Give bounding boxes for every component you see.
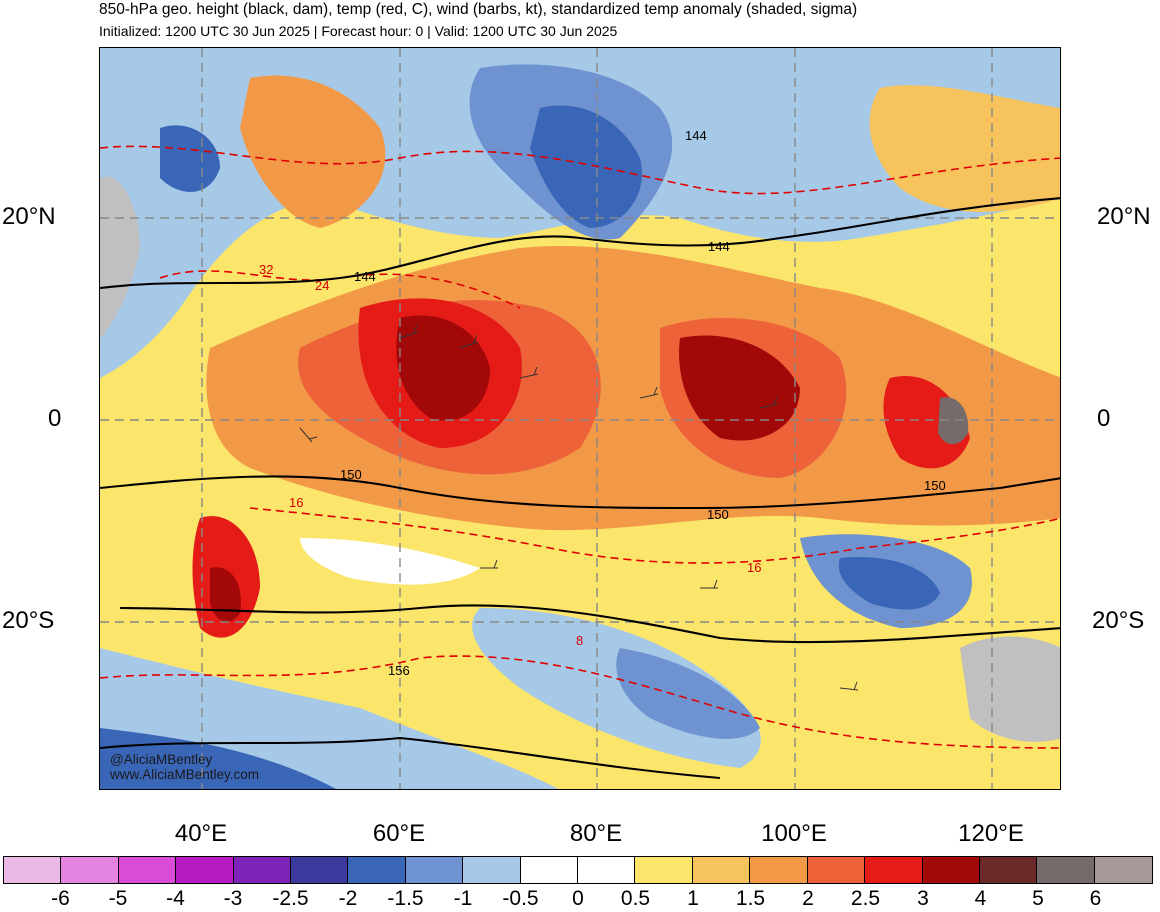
colorbar-swatch [176,857,234,883]
lat-label-20s-left: 20°S [2,607,55,634]
colorbar-swatch [979,857,1038,883]
map-title: 850-hPa geo. height (black, dam), temp (… [99,1,858,18]
lon-label-100e: 100°E [761,820,827,847]
lon-label-60e: 60°E [372,820,426,847]
height-label-5: 150 [707,507,729,522]
height-label-2: 144 [708,239,730,254]
colorbar-swatch [463,857,521,883]
lat-label-20n-right: 20°N [1097,203,1151,230]
colorbar-tick-label: -1 [453,887,473,910]
land-mask-australia [960,636,1060,742]
map-canvas: 144 144 144 150 150 150 156 32 24 16 16 … [100,48,1060,789]
colorbar-swatch [750,857,808,883]
colorbar-swatch [635,857,693,883]
colorbar-tick-label: 0.5 [620,887,651,910]
south-cool-core [616,648,760,739]
colorbar-tick-label: 2 [802,887,814,910]
colorbar-swatch [1094,857,1153,883]
lat-label-eq-right: 0 [1097,405,1111,432]
colorbar-tick-label: -1.5 [387,887,424,910]
colorbar-swatch [520,857,579,883]
colorbar-swatch [291,857,349,883]
colorbar-swatch [233,857,292,883]
lon-label-80e: 80°E [569,820,623,847]
india-cold-core [530,105,642,228]
colorbar-tick-label: 2.5 [850,887,881,910]
arabia-warm-region [240,75,386,228]
colorbar-swatch [4,857,62,883]
map-panel: 144 144 144 150 150 150 156 32 24 16 16 … [99,47,1061,790]
height-contours [100,197,1060,780]
south-cold-east [838,557,940,610]
temp-label-2: 24 [315,278,329,293]
map-subtitle: Initialized: 1200 UTC 30 Jun 2025 | Fore… [99,23,618,39]
colorbar-swatch [922,857,980,883]
bay-of-bengal-core [679,335,800,441]
colorbar-tick-label: 4 [974,887,987,910]
colorbar-swatch [1037,857,1095,883]
height-label-7: 156 [388,663,410,678]
colorbar-swatch [807,857,866,883]
colorbar-tick-label: 5 [1032,887,1044,910]
temp-label-5: 8 [576,633,583,648]
arabian-sea-core [396,315,490,421]
colorbar-swatch [61,857,119,883]
colorbar-tick-label: 3 [917,887,929,910]
colorbar-swatch [405,857,464,883]
wind-barbs [299,324,859,691]
lon-label-120e: 120°E [958,820,1024,847]
lat-label-20s-right: 20°S [1092,607,1145,634]
lat-label-20n-left: 20°N [2,203,56,230]
watermark-handle: @AliciaMBentley [110,752,213,767]
colorbar-tick-label: 1.5 [735,887,766,910]
temp-label-3: 16 [289,495,303,510]
height-label-6: 150 [924,478,946,493]
colorbar-tick-label: 0 [572,887,584,910]
colorbar-tick-label: -2 [338,887,358,910]
colorbar-tick-label: 1 [687,887,699,910]
colorbar-tick-label: -5 [108,887,128,910]
watermark-site: www.AliciaMBentley.com [110,767,260,782]
temperature-contours [100,145,1060,749]
temp-label-4: 16 [747,560,761,575]
colorbar-tick-label: -6 [51,887,70,910]
colorbar-swatch [348,857,406,883]
madagascar-core [210,567,241,622]
height-label-4: 150 [340,467,362,482]
colorbar-tick-label: -3 [223,887,243,910]
colorbar-swatch [578,857,636,883]
colorbar-tick-label: -2.5 [272,887,309,910]
colorbar [3,856,1153,884]
china-warm-region [869,85,1060,212]
land-mask-west [100,176,140,338]
lat-label-eq-left: 0 [48,405,62,432]
south-neutral-band [300,538,480,585]
colorbar-tick-label: 6 [1089,887,1102,910]
height-label-3: 144 [354,269,376,284]
arabia-cold-core [160,125,220,192]
lon-label-40e: 40°E [174,820,228,847]
height-label-1: 144 [685,128,707,143]
colorbar-tick-label: -4 [166,887,185,910]
temp-label-1: 32 [259,262,273,277]
colorbar-swatch [118,857,177,883]
colorbar-tick-label: -0.5 [502,887,539,910]
colorbar-swatch [692,857,751,883]
colorbar-swatch [865,857,923,883]
maritime-core [938,397,969,445]
